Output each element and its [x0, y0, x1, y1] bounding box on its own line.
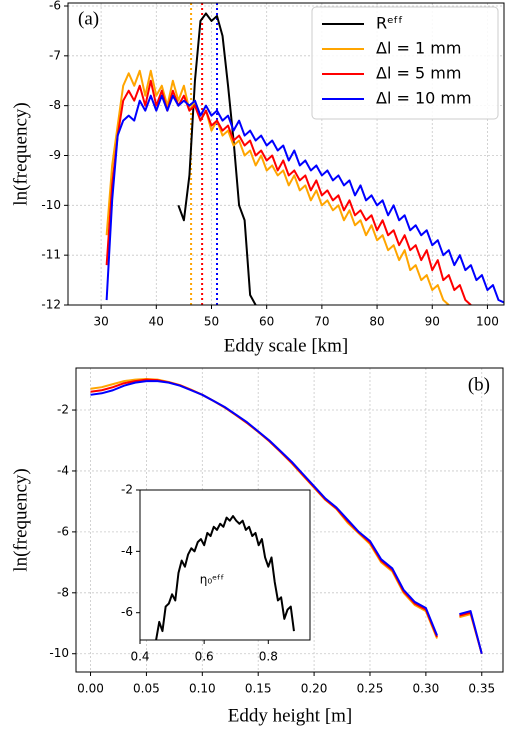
y-tick-label: -10 — [49, 646, 69, 660]
x-tick-label: 0.00 — [77, 682, 104, 696]
panel: 30 40 50 60 70 80 90 100 -12 -11 -10 -9 -8 -7 -6 Eddy s… — [10, 0, 505, 356]
x-tick-label: 60 — [259, 315, 274, 329]
x-tick-label: 90 — [425, 315, 440, 329]
y-tick-label: -2 — [57, 403, 69, 417]
x-tick-label: 100 — [476, 315, 499, 329]
y-tick-label: -10 — [41, 198, 61, 212]
y-tick-label: -6 — [121, 605, 133, 619]
x-tick-label: 0.4 — [130, 650, 149, 664]
x-axis-label: Eddy scale [km] — [224, 335, 349, 356]
axes-frame — [75, 367, 504, 673]
y-tick-label: -8 — [57, 585, 69, 599]
x-tick-label: 0.6 — [195, 650, 214, 664]
x-tick-label: 0.25 — [357, 682, 384, 696]
x-tick-label: 50 — [204, 315, 219, 329]
x-tick-label: 0.10 — [189, 682, 216, 696]
series-line — [90, 380, 483, 654]
axes-frame — [139, 489, 311, 641]
annotation: (b) — [468, 374, 490, 395]
y-tick-label: -9 — [49, 148, 61, 162]
y-tick-label: -7 — [49, 48, 61, 62]
x-tick-label: 0.30 — [413, 682, 440, 696]
x-tick-label: 0.15 — [245, 682, 272, 696]
legend-box — [311, 6, 499, 120]
x-axis-label: Eddy height [m] — [228, 705, 353, 726]
y-tick-label: -4 — [57, 463, 69, 477]
annotation: η₀ᵉᶠᶠ — [200, 573, 225, 587]
inset-background — [140, 490, 310, 640]
annotation: (a) — [78, 8, 99, 29]
x-tick-label: 40 — [149, 315, 164, 329]
x-tick-label: 0.20 — [301, 682, 328, 696]
legend-label: Rᵉᶠᶠ — [376, 14, 403, 33]
y-tick-label: -8 — [49, 98, 61, 112]
y-tick-label: -6 — [49, 0, 61, 12]
axes-frame — [67, 2, 505, 306]
y-axis-label: ln(frequency) — [10, 102, 31, 205]
series-line — [105, 94, 504, 304]
x-tick-label: 30 — [93, 315, 108, 329]
y-axis-label: ln(frequency) — [10, 468, 31, 571]
y-tick-label: -12 — [41, 298, 61, 312]
series-line — [105, 69, 450, 305]
legend-label: Δl = 5 mm — [376, 64, 461, 83]
x-tick-label: 0.05 — [133, 682, 160, 696]
panel: 0.4 0.6 0.8 -6 -4 -2 η₀ᵉᶠᶠ — [121, 483, 311, 664]
y-tick-label: -11 — [41, 248, 61, 262]
series-line — [155, 515, 295, 640]
y-tick-label: -4 — [121, 544, 133, 558]
x-tick-label: 0.8 — [259, 650, 278, 664]
legend-label: Δl = 1 mm — [376, 39, 461, 58]
x-tick-label: 0.35 — [468, 682, 495, 696]
y-tick-label: -2 — [121, 483, 133, 497]
y-tick-label: -6 — [57, 524, 69, 538]
x-tick-label: 80 — [369, 315, 384, 329]
legend-label: Δl = 10 mm — [376, 89, 472, 108]
series-line — [177, 12, 257, 305]
x-tick-label: 70 — [314, 315, 329, 329]
